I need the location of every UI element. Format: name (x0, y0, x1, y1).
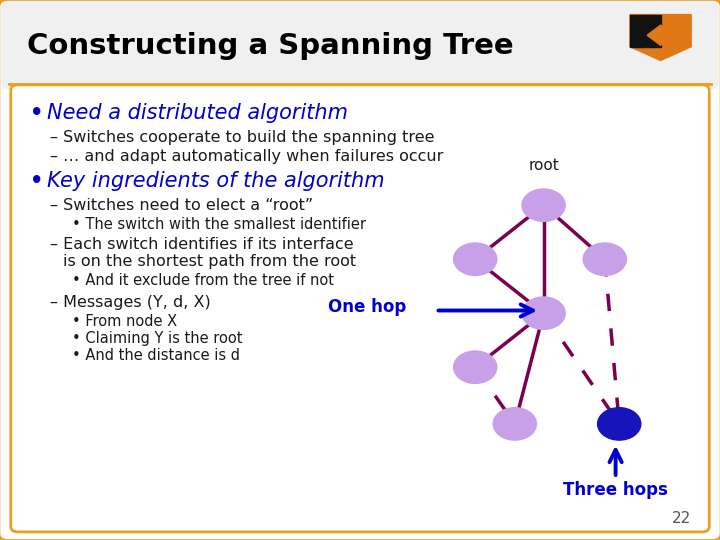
Circle shape (522, 297, 565, 329)
Text: 22: 22 (672, 511, 691, 526)
FancyBboxPatch shape (11, 85, 709, 532)
Polygon shape (647, 25, 674, 45)
Text: Key ingredients of the algorithm: Key ingredients of the algorithm (47, 171, 384, 191)
Text: – Switches need to elect a “root”: – Switches need to elect a “root” (50, 198, 314, 213)
Circle shape (454, 243, 497, 275)
Text: • And it exclude from the tree if not: • And it exclude from the tree if not (72, 273, 334, 288)
Text: • And the distance is d: • And the distance is d (72, 348, 240, 363)
Text: is on the shortest path from the root: is on the shortest path from the root (63, 254, 356, 269)
Text: • Claiming Y is the root: • Claiming Y is the root (72, 331, 243, 346)
FancyBboxPatch shape (1, 1, 719, 89)
Circle shape (522, 189, 565, 221)
Text: Need a distributed algorithm: Need a distributed algorithm (47, 103, 348, 124)
Text: – Messages (Y, d, X): – Messages (Y, d, X) (50, 295, 211, 310)
Text: •: • (30, 171, 44, 191)
Circle shape (598, 408, 641, 440)
Text: root: root (528, 158, 559, 173)
Polygon shape (630, 15, 661, 47)
Circle shape (493, 408, 536, 440)
Text: – Switches cooperate to build the spanning tree: – Switches cooperate to build the spanni… (50, 130, 435, 145)
Text: • From node X: • From node X (72, 314, 177, 329)
Circle shape (583, 243, 626, 275)
Text: – Each switch identifies if its interface: – Each switch identifies if its interfac… (50, 237, 354, 252)
Text: • The switch with the smallest identifier: • The switch with the smallest identifie… (72, 217, 366, 232)
Text: One hop: One hop (328, 298, 406, 316)
Text: •: • (30, 103, 44, 124)
Circle shape (454, 351, 497, 383)
Polygon shape (630, 15, 691, 60)
Text: – … and adapt automatically when failures occur: – … and adapt automatically when failure… (50, 149, 444, 164)
Text: Three hops: Three hops (563, 481, 668, 498)
Text: Constructing a Spanning Tree: Constructing a Spanning Tree (27, 32, 514, 60)
